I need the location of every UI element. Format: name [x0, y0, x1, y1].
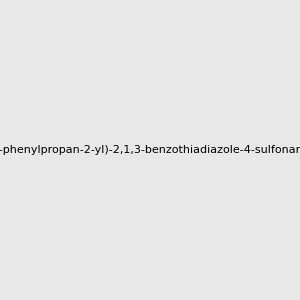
Text: N-(1-phenylpropan-2-yl)-2,1,3-benzothiadiazole-4-sulfonamide: N-(1-phenylpropan-2-yl)-2,1,3-benzothiad…: [0, 145, 300, 155]
